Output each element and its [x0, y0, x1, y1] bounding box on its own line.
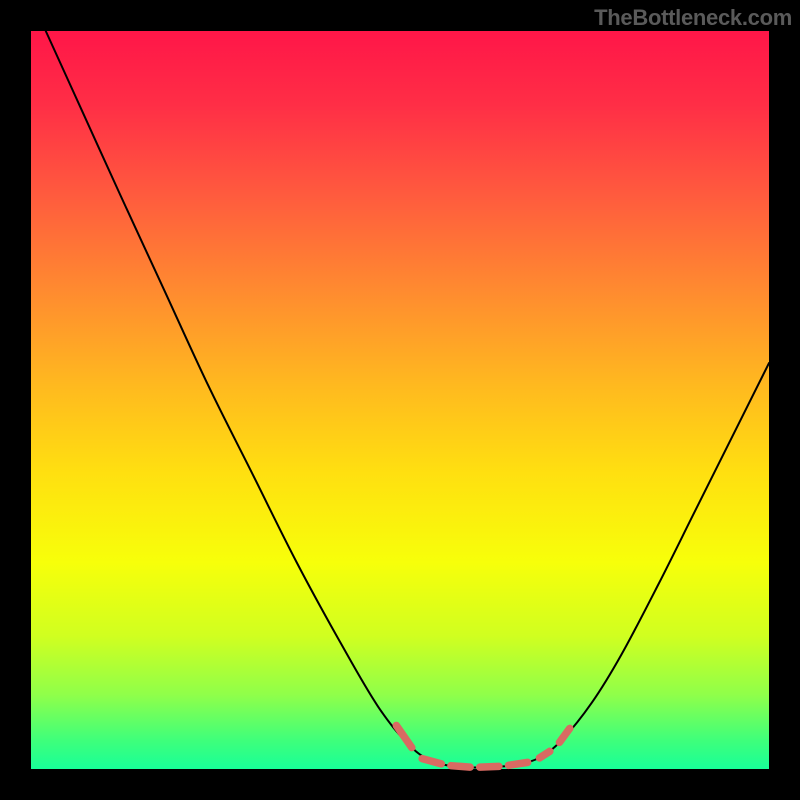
optimal-zone-marker: [422, 759, 441, 764]
watermark-text: TheBottleneck.com: [594, 5, 792, 31]
optimal-zone-marker: [480, 766, 499, 767]
chart-frame: TheBottleneck.com: [0, 0, 800, 800]
optimal-zone-marker: [451, 766, 470, 767]
bottleneck-chart: [0, 0, 800, 800]
plot-background: [31, 31, 769, 769]
optimal-zone-marker: [508, 762, 527, 765]
